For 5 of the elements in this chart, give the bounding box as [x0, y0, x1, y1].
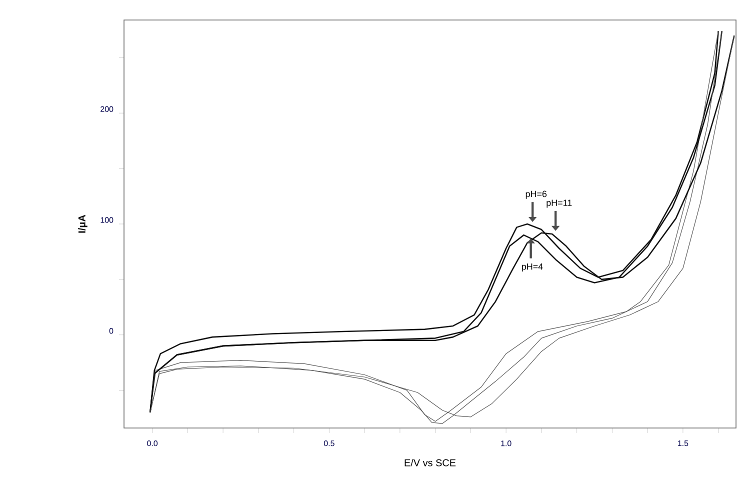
annotation: pH=4 [522, 264, 543, 272]
y-axis-title: I/μA [78, 214, 88, 233]
x-axis-title: E/V vs SCE [404, 458, 456, 466]
annotation: pH=11 [546, 200, 572, 208]
annotation: pH=6 [526, 190, 547, 199]
